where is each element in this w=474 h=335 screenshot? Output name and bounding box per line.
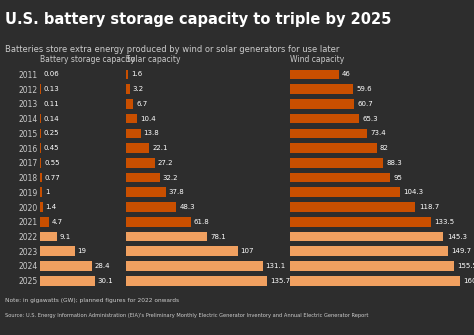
- Text: 131.1: 131.1: [265, 263, 286, 269]
- Bar: [40, 217, 49, 226]
- Bar: [40, 158, 41, 168]
- Text: 1.6: 1.6: [131, 71, 142, 77]
- Bar: [290, 188, 400, 197]
- Bar: [290, 84, 353, 94]
- Text: 27.2: 27.2: [157, 160, 173, 166]
- Text: 95: 95: [394, 175, 402, 181]
- Text: Source: U.S. Energy Information Administration (EIA)'s Preliminary Monthly Elect: Source: U.S. Energy Information Administ…: [5, 313, 368, 318]
- Text: 1: 1: [45, 189, 49, 195]
- Bar: [290, 247, 448, 256]
- Bar: [290, 158, 383, 168]
- Bar: [126, 276, 267, 285]
- Text: 135.7: 135.7: [270, 278, 290, 284]
- Bar: [290, 217, 431, 226]
- Text: 37.8: 37.8: [168, 189, 184, 195]
- Text: 78.1: 78.1: [210, 233, 226, 240]
- Bar: [40, 143, 41, 153]
- Bar: [40, 202, 43, 212]
- Text: 0.06: 0.06: [43, 71, 59, 77]
- Text: 0.13: 0.13: [43, 86, 59, 92]
- Text: 10.4: 10.4: [140, 116, 155, 122]
- Text: U.S. battery storage capacity to triple by 2025: U.S. battery storage capacity to triple …: [5, 12, 391, 27]
- Text: Solar capacity: Solar capacity: [126, 55, 181, 64]
- Text: 155.5: 155.5: [457, 263, 474, 269]
- Bar: [126, 247, 237, 256]
- Bar: [126, 143, 149, 153]
- Text: Wind capacity: Wind capacity: [290, 55, 344, 64]
- Bar: [290, 129, 367, 138]
- Bar: [40, 188, 42, 197]
- Text: 65.3: 65.3: [362, 116, 378, 122]
- Text: Battery storage capacity: Battery storage capacity: [40, 55, 135, 64]
- Text: 6.7: 6.7: [136, 101, 147, 107]
- Text: Batteries store extra energy produced by wind or solar generators for use later: Batteries store extra energy produced by…: [5, 45, 339, 54]
- Bar: [290, 70, 338, 79]
- Bar: [290, 276, 460, 285]
- Text: 13.8: 13.8: [144, 130, 159, 136]
- Text: 3.2: 3.2: [132, 86, 144, 92]
- Bar: [40, 247, 75, 256]
- Text: 60.7: 60.7: [357, 101, 373, 107]
- Text: 0.25: 0.25: [44, 130, 59, 136]
- Text: 19: 19: [78, 248, 87, 254]
- Text: 9.1: 9.1: [60, 233, 71, 240]
- Text: 28.4: 28.4: [95, 263, 110, 269]
- Text: 0.55: 0.55: [44, 160, 60, 166]
- Bar: [126, 70, 128, 79]
- Bar: [126, 129, 141, 138]
- Bar: [126, 217, 191, 226]
- Text: 0.45: 0.45: [44, 145, 59, 151]
- Text: 88.3: 88.3: [387, 160, 402, 166]
- Text: 0.11: 0.11: [43, 101, 59, 107]
- Text: 0.14: 0.14: [43, 116, 59, 122]
- Text: 149.7: 149.7: [452, 248, 472, 254]
- Text: 61.8: 61.8: [193, 219, 209, 225]
- Text: 48.3: 48.3: [179, 204, 195, 210]
- Bar: [40, 232, 57, 241]
- Text: 30.1: 30.1: [98, 278, 114, 284]
- Text: 133.5: 133.5: [434, 219, 455, 225]
- Text: 118.7: 118.7: [419, 204, 439, 210]
- Bar: [126, 99, 133, 109]
- Bar: [126, 188, 165, 197]
- Bar: [126, 202, 176, 212]
- Bar: [40, 173, 42, 182]
- Bar: [290, 99, 354, 109]
- Text: 32.2: 32.2: [163, 175, 178, 181]
- Bar: [126, 84, 129, 94]
- Bar: [290, 173, 390, 182]
- Bar: [290, 114, 359, 123]
- Bar: [290, 143, 376, 153]
- Bar: [126, 261, 263, 271]
- Text: 0.77: 0.77: [45, 175, 60, 181]
- Text: 4.7: 4.7: [52, 219, 63, 225]
- Bar: [126, 232, 208, 241]
- Text: 104.3: 104.3: [403, 189, 424, 195]
- Bar: [126, 114, 137, 123]
- Bar: [40, 276, 95, 285]
- Text: 145.3: 145.3: [447, 233, 467, 240]
- Bar: [40, 261, 92, 271]
- Bar: [290, 261, 454, 271]
- Bar: [126, 158, 155, 168]
- Bar: [126, 173, 160, 182]
- Text: Note: in gigawatts (GW); planned figures for 2022 onwards: Note: in gigawatts (GW); planned figures…: [5, 298, 179, 303]
- Text: 107: 107: [240, 248, 254, 254]
- Text: 22.1: 22.1: [152, 145, 168, 151]
- Bar: [290, 202, 415, 212]
- Bar: [290, 232, 444, 241]
- Text: 1.4: 1.4: [46, 204, 57, 210]
- Text: 73.4: 73.4: [371, 130, 386, 136]
- Text: 59.6: 59.6: [356, 86, 372, 92]
- Text: 46: 46: [342, 71, 351, 77]
- Text: 160.9: 160.9: [463, 278, 474, 284]
- Text: 82: 82: [380, 145, 389, 151]
